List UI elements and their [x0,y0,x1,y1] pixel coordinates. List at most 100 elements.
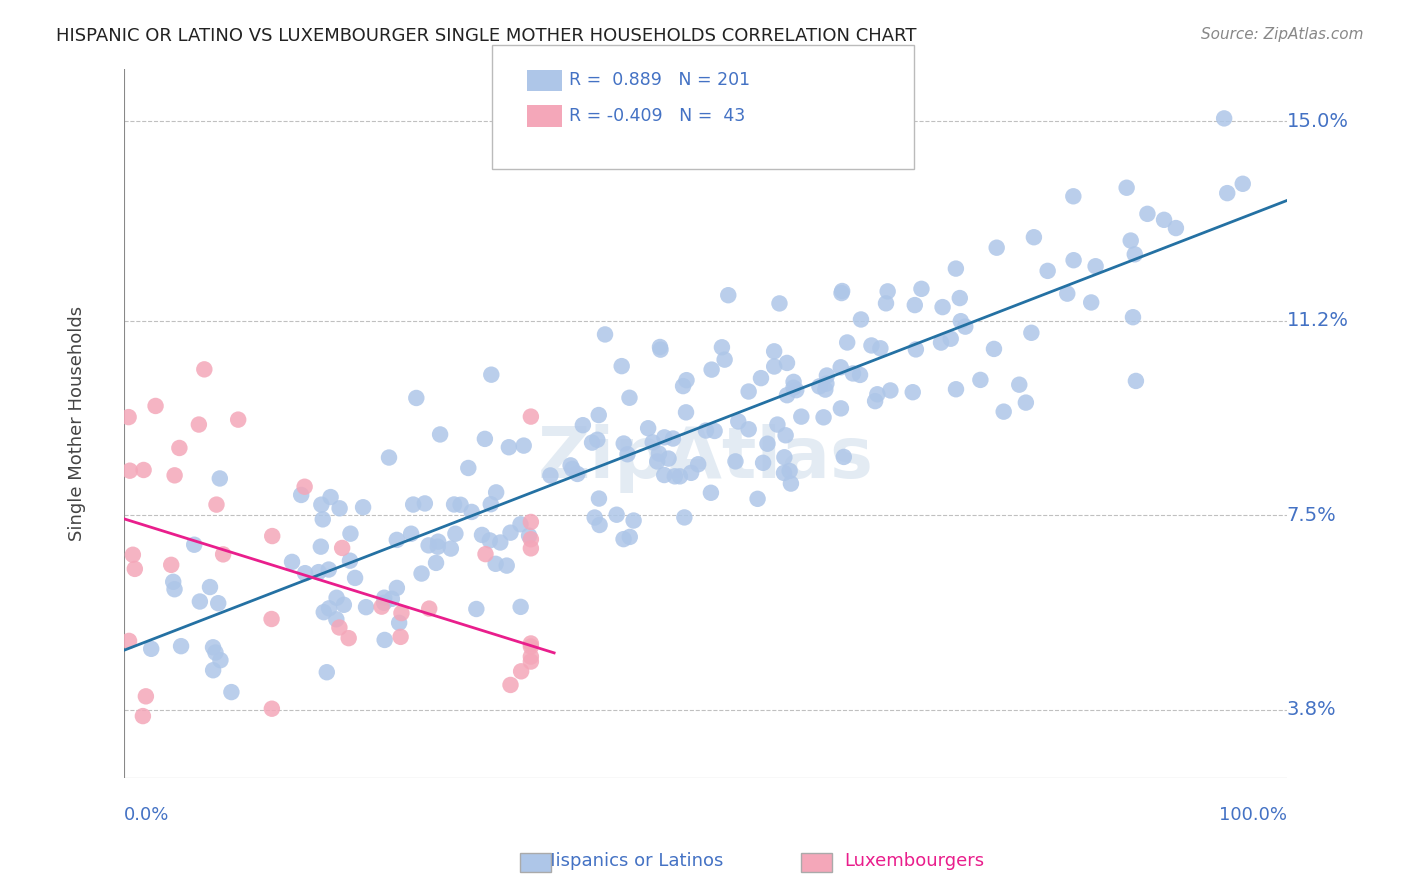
Luxembourgers [520,792,543,806]
Hispanics or Latinos [281,555,304,569]
Hispanics or Latinos [724,454,747,468]
Hispanics or Latinos [776,356,799,370]
Hispanics or Latinos [1216,186,1239,201]
Text: Luxembourgers: Luxembourgers [844,852,984,870]
Hispanics or Latinos [648,340,671,354]
Luxembourgers [212,547,235,561]
Hispanics or Latinos [388,615,411,630]
Hispanics or Latinos [637,421,659,435]
Hispanics or Latinos [202,640,225,655]
Hispanics or Latinos [648,446,671,460]
Hispanics or Latinos [499,525,522,540]
Hispanics or Latinos [969,373,991,387]
Luxembourgers [226,412,249,426]
Hispanics or Latinos [641,435,664,450]
Hispanics or Latinos [141,641,163,656]
Hispanics or Latinos [860,338,883,352]
Hispanics or Latinos [782,381,804,395]
Hispanics or Latinos [681,466,703,480]
Hispanics or Latinos [495,558,517,573]
Hispanics or Latinos [479,497,502,511]
Hispanics or Latinos [1015,395,1038,409]
Hispanics or Latinos [949,314,972,328]
Hispanics or Latinos [612,532,634,546]
Hispanics or Latinos [747,491,769,506]
Hispanics or Latinos [294,566,316,581]
Text: 11.2%: 11.2% [1286,311,1348,330]
Hispanics or Latinos [333,598,356,612]
Hispanics or Latinos [763,344,786,359]
Hispanics or Latinos [588,408,610,422]
Hispanics or Latinos [418,538,440,552]
Hispanics or Latinos [776,388,799,402]
Hispanics or Latinos [645,454,668,468]
Hispanics or Latinos [378,450,401,465]
Luxembourgers [160,558,183,572]
Hispanics or Latinos [170,639,193,653]
Hispanics or Latinos [567,467,589,481]
Hispanics or Latinos [904,343,927,357]
Hispanics or Latinos [672,379,695,393]
Text: 0.0%: 0.0% [124,806,169,824]
Hispanics or Latinos [312,512,335,526]
Hispanics or Latinos [703,424,725,438]
Hispanics or Latinos [654,430,676,444]
Hispanics or Latinos [813,410,835,425]
Hispanics or Latinos [945,261,967,276]
Hispanics or Latinos [737,422,759,436]
Hispanics or Latinos [619,530,641,544]
Luxembourgers [391,606,413,620]
Hispanics or Latinos [583,510,606,524]
Hispanics or Latinos [610,359,633,373]
Hispanics or Latinos [700,362,723,376]
Hispanics or Latinos [779,464,801,478]
Hispanics or Latinos [509,599,531,614]
Hispanics or Latinos [207,596,229,610]
Text: 15.0%: 15.0% [1286,112,1348,130]
Hispanics or Latinos [613,436,636,450]
Hispanics or Latinos [1115,180,1137,194]
Hispanics or Latinos [782,375,804,389]
Hispanics or Latinos [312,605,335,619]
Text: ZipAtlas: ZipAtlas [537,425,873,493]
Luxembourgers [121,548,143,562]
Luxembourgers [520,409,543,424]
Hispanics or Latinos [1084,259,1107,273]
Hispanics or Latinos [675,405,697,419]
Luxembourgers [294,480,316,494]
Hispanics or Latinos [910,282,932,296]
Luxembourgers [169,441,191,455]
Text: R = -0.409   N =  43: R = -0.409 N = 43 [569,107,745,125]
Hispanics or Latinos [695,424,717,438]
Hispanics or Latinos [344,571,367,585]
Hispanics or Latinos [290,488,312,502]
Hispanics or Latinos [413,496,436,510]
Hispanics or Latinos [1063,253,1085,268]
Hispanics or Latinos [688,457,710,471]
Hispanics or Latinos [1008,377,1031,392]
Hispanics or Latinos [849,368,872,382]
Hispanics or Latinos [752,456,775,470]
Hispanics or Latinos [425,556,447,570]
Hispanics or Latinos [879,384,901,398]
Hispanics or Latinos [354,600,377,615]
Hispanics or Latinos [429,427,451,442]
Luxembourgers [337,631,360,645]
Hispanics or Latinos [768,296,790,310]
Hispanics or Latinos [474,432,496,446]
Hispanics or Latinos [831,286,853,301]
Luxembourgers [330,541,353,555]
Hispanics or Latinos [221,685,243,699]
Hispanics or Latinos [465,602,488,616]
Hispanics or Latinos [766,417,789,432]
Hispanics or Latinos [983,342,1005,356]
Hispanics or Latinos [308,565,330,579]
Hispanics or Latinos [713,352,735,367]
Luxembourgers [135,690,157,704]
Hispanics or Latinos [1119,234,1142,248]
Luxembourgers [118,464,141,478]
Hispanics or Latinos [411,566,433,581]
Luxembourgers [370,599,392,614]
Text: Source: ZipAtlas.com: Source: ZipAtlas.com [1201,27,1364,42]
Hispanics or Latinos [1232,177,1254,191]
